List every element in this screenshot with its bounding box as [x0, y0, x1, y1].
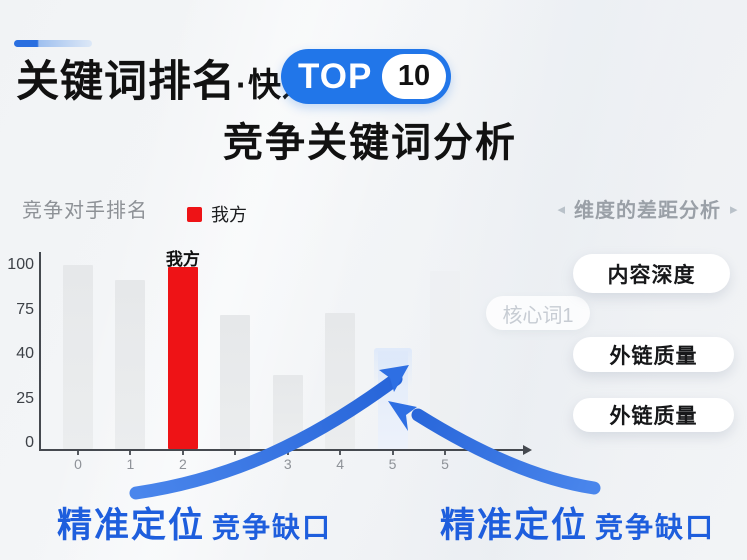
gap-annotation-right: 精准定位 竞争缺口: [440, 497, 715, 548]
panel-header: ◂ 维度的差距分析 ▸: [548, 194, 747, 223]
chart-legend: 我方: [187, 201, 247, 227]
top10-badge-circle: 10: [382, 54, 446, 99]
curved-arrow-right-shaft: [411, 408, 601, 495]
top10-badge: TOP 10: [281, 49, 451, 104]
x-tick-label: 4: [336, 456, 345, 472]
bar-value-label: 我方: [165, 250, 200, 269]
gap-annotation-right-strong: 精准定位: [440, 506, 589, 545]
top10-badge-word: TOP: [298, 56, 373, 96]
core-word-tag: 核心词1: [486, 296, 590, 330]
accent-bar: [14, 40, 92, 47]
x-axis: [39, 449, 525, 451]
x-tick: [391, 451, 394, 455]
page-title: 关键词排名·快速: [16, 47, 316, 109]
x-tick: [444, 451, 446, 455]
legend-swatch-ours: [187, 206, 202, 222]
x-axis-arrow-icon: [523, 445, 532, 455]
x-tick-label: 3: [283, 456, 292, 472]
gap-annotation-left-rest: 竞争缺口: [212, 512, 333, 543]
x-tick: [234, 451, 237, 455]
dimension-button-2[interactable]: 外链质量: [573, 337, 734, 372]
x-tick: [77, 451, 79, 455]
y-tick-label: 75: [16, 300, 34, 318]
x-tick: [181, 451, 184, 455]
bar-5: [373, 348, 412, 449]
gap-annotation-right-rest: 竞争缺口: [595, 512, 716, 543]
dimension-button-3[interactable]: 外链质量: [573, 398, 734, 432]
x-tick-label: 1: [126, 456, 135, 472]
bar-hidden: [220, 315, 251, 449]
panel-title: 维度的差距分析: [574, 200, 721, 222]
bar-0: [63, 265, 93, 449]
y-tick-label: 100: [7, 256, 34, 273]
core-word-tag-label: 核心词1: [502, 304, 574, 327]
gap-annotation-left-strong: 精准定位: [57, 506, 206, 545]
x-tick: [489, 451, 491, 455]
x-tick: [339, 451, 342, 455]
x-tick-label: 5: [388, 456, 397, 472]
bar-2: [167, 267, 198, 449]
bar-3: [272, 375, 303, 449]
legend-label-ours: 我方: [211, 205, 247, 225]
chevron-right-icon[interactable]: ▸: [730, 200, 738, 218]
curved-arrow-right-head-icon: [388, 401, 417, 431]
curved-arrow-left-shaft: [129, 372, 403, 500]
curved-arrow-left-head-icon: [379, 365, 409, 392]
x-tick: [129, 451, 132, 455]
page-title-main: 关键词排名: [16, 58, 236, 106]
y-tick-label: 0: [25, 434, 34, 451]
y-tick-label: 25: [16, 389, 34, 407]
dimension-button-1[interactable]: 内容深度: [573, 254, 730, 293]
bar-5: [430, 271, 460, 449]
y-tick-label: 40: [16, 345, 34, 362]
page-subtitle: 竞争关键词分析: [223, 121, 517, 165]
gap-annotation-left: 精准定位 竞争缺口: [57, 497, 332, 548]
x-tick-label: 0: [74, 456, 82, 472]
bar-1: [115, 280, 146, 449]
x-tick: [286, 451, 289, 455]
y-axis: [39, 252, 41, 451]
x-tick-label: 5: [441, 456, 449, 472]
top10-badge-number: 10: [397, 60, 431, 92]
x-tick-label: 2: [178, 456, 187, 472]
bar-4: [325, 313, 356, 449]
chevron-left-icon[interactable]: ◂: [557, 200, 565, 218]
chart-title: 竞争对手排名: [22, 200, 148, 222]
